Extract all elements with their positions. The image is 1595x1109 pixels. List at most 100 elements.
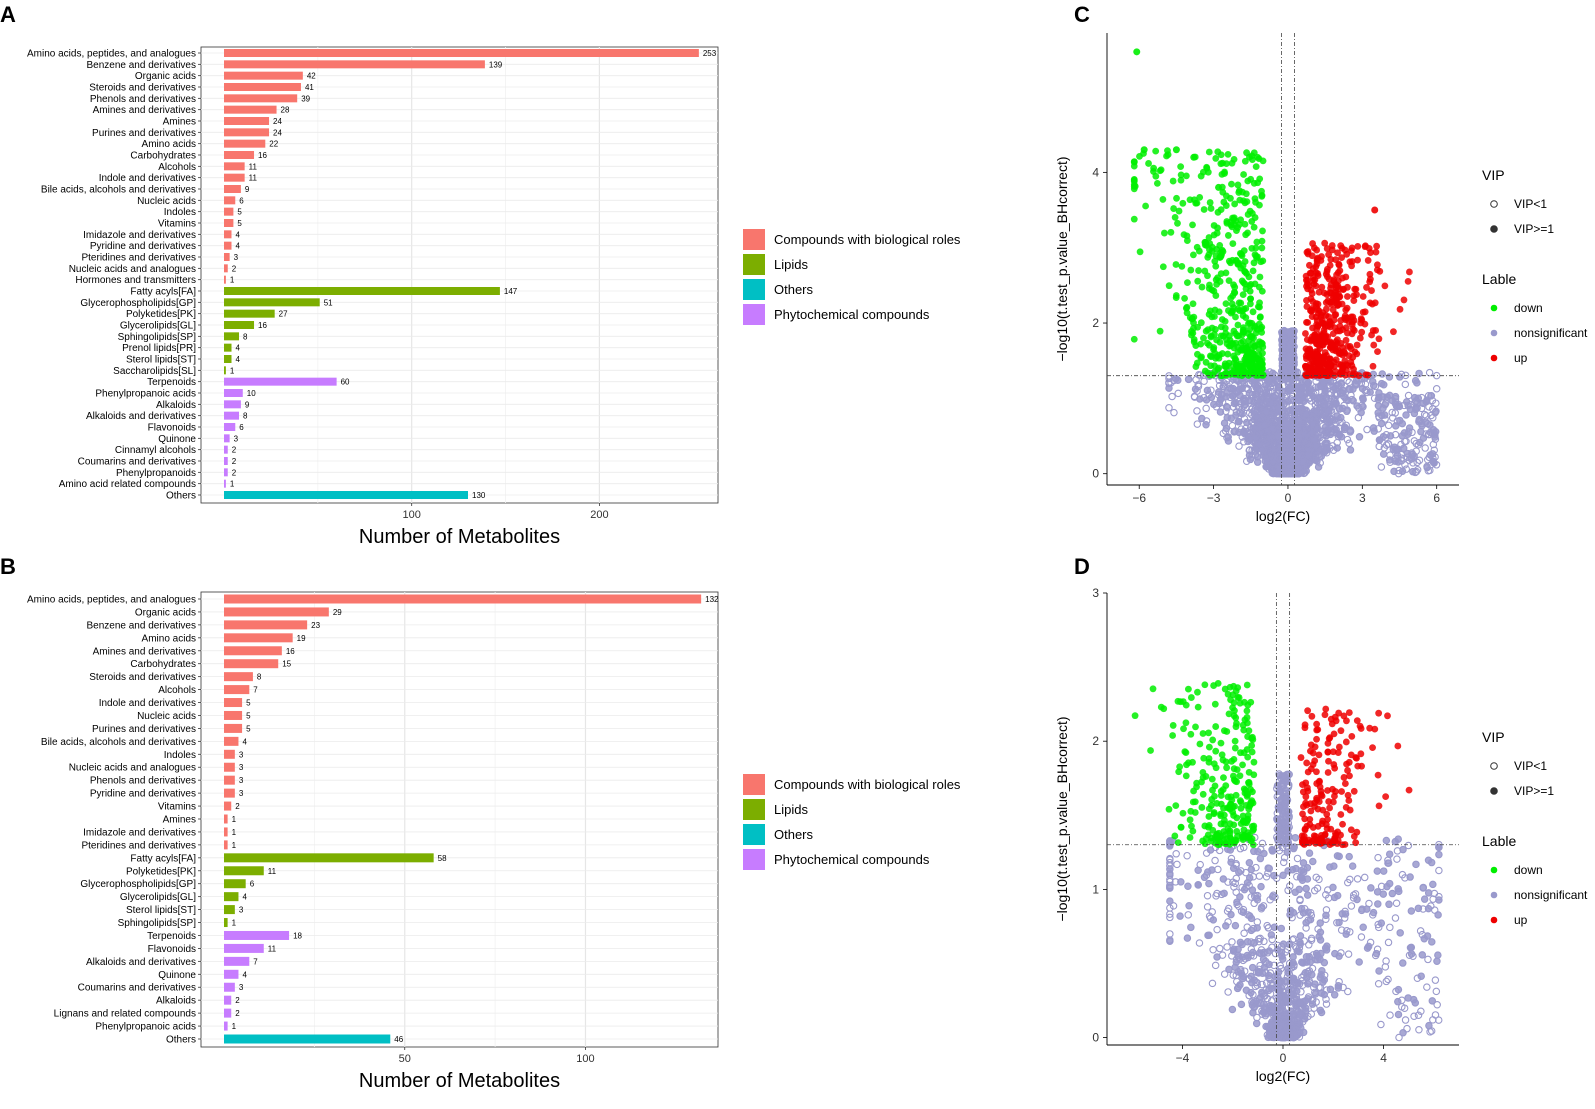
point-up bbox=[1352, 370, 1359, 378]
point-up bbox=[1342, 306, 1350, 314]
category-label: Amino acids, peptides, and analogues bbox=[27, 49, 196, 60]
point-down bbox=[1165, 282, 1173, 290]
point-nonsignificant bbox=[1319, 378, 1328, 387]
point-nonsignificant bbox=[1202, 404, 1210, 413]
point-nonsignificant bbox=[1219, 429, 1228, 438]
point-nonsignificant bbox=[1369, 381, 1378, 390]
point-nonsignificant bbox=[1429, 440, 1438, 449]
point-up bbox=[1406, 268, 1413, 276]
point-down bbox=[1250, 350, 1258, 358]
point-nonsignificant bbox=[1296, 1010, 1305, 1019]
point-nonsignificant bbox=[1377, 419, 1386, 428]
point-nonsignificant bbox=[1240, 402, 1248, 410]
point-down bbox=[1195, 267, 1202, 274]
point-down bbox=[1222, 300, 1230, 307]
category-label: Amino acids bbox=[142, 139, 196, 150]
bar-value-label: 6 bbox=[239, 196, 244, 205]
point-nonsignificant bbox=[1166, 897, 1174, 905]
point-nonsignificant bbox=[1203, 386, 1212, 395]
point-down bbox=[1169, 177, 1177, 185]
category-label: Indole and derivatives bbox=[99, 173, 196, 184]
bar bbox=[224, 620, 308, 630]
point-down bbox=[1175, 207, 1183, 215]
bar bbox=[224, 445, 228, 454]
point-nonsignificant bbox=[1311, 980, 1319, 988]
category-label: Alkaloids and derivatives bbox=[86, 411, 196, 422]
category-label: Amino acids bbox=[142, 633, 196, 644]
point-down bbox=[1242, 231, 1250, 239]
point-up bbox=[1309, 298, 1317, 305]
point-nonsignificant bbox=[1245, 874, 1254, 882]
point-nonsignificant bbox=[1243, 937, 1252, 946]
point-nonsignificant bbox=[1417, 972, 1425, 980]
bar-value-label: 3 bbox=[239, 789, 244, 798]
point-nonsignificant bbox=[1256, 854, 1265, 863]
point-up bbox=[1365, 244, 1373, 252]
point-down bbox=[1224, 150, 1232, 158]
point-nonsignificant bbox=[1237, 1000, 1246, 1009]
point-nonsignificant bbox=[1286, 342, 1294, 350]
point-down bbox=[1237, 299, 1245, 307]
point-nonsignificant bbox=[1361, 387, 1369, 395]
legend-label: Lipids bbox=[774, 802, 808, 817]
point-down bbox=[1194, 703, 1202, 711]
bar-value-label: 19 bbox=[297, 634, 306, 643]
bar bbox=[224, 83, 301, 91]
category-label: Nucleic acids bbox=[137, 711, 196, 722]
bar-value-label: 7 bbox=[253, 686, 258, 695]
point-down bbox=[1152, 147, 1160, 155]
plot-area bbox=[200, 46, 719, 504]
point-down bbox=[1236, 772, 1244, 780]
point-nonsignificant bbox=[1388, 889, 1397, 898]
point-nonsignificant bbox=[1251, 434, 1260, 442]
point-nonsignificant bbox=[1219, 383, 1227, 391]
point-nonsignificant bbox=[1388, 396, 1397, 405]
point-down bbox=[1251, 251, 1259, 259]
point-nonsignificant bbox=[1337, 388, 1345, 397]
point-nonsignificant bbox=[1255, 440, 1263, 449]
legend-label: Compounds with biological roles bbox=[774, 232, 961, 247]
point-down bbox=[1212, 155, 1220, 162]
point-up bbox=[1313, 246, 1321, 254]
point-nonsignificant bbox=[1289, 953, 1297, 961]
point-nonsignificant bbox=[1341, 423, 1349, 432]
point-nonsignificant bbox=[1227, 414, 1236, 422]
bar bbox=[224, 71, 303, 80]
bar bbox=[224, 956, 250, 966]
point-nonsignificant bbox=[1230, 945, 1238, 953]
point-nonsignificant bbox=[1274, 432, 1283, 441]
point-nonsignificant bbox=[1233, 898, 1241, 906]
point-down bbox=[1159, 263, 1167, 271]
panel-label-d: D bbox=[1074, 554, 1090, 579]
point-down bbox=[1230, 352, 1237, 360]
category-label: Saccharolipids[SL] bbox=[113, 366, 196, 377]
x-axis-title: log2(FC) bbox=[1256, 508, 1310, 524]
point-down bbox=[1258, 244, 1266, 252]
point-nonsignificant bbox=[1341, 910, 1350, 918]
point-nonsignificant bbox=[1268, 846, 1276, 854]
bar bbox=[224, 594, 702, 604]
point-nonsignificant bbox=[1296, 932, 1305, 940]
point-down bbox=[1205, 341, 1213, 349]
point-down bbox=[1224, 232, 1232, 239]
bar bbox=[224, 866, 264, 876]
point-up bbox=[1337, 361, 1345, 369]
category-label: Alcohols bbox=[158, 162, 196, 173]
point-nonsignificant bbox=[1429, 880, 1437, 889]
point-nonsignificant bbox=[1227, 910, 1235, 919]
point-up bbox=[1313, 351, 1320, 359]
point-nonsignificant bbox=[1428, 997, 1437, 1005]
point-up bbox=[1332, 288, 1340, 296]
y-tick-label: 2 bbox=[1092, 734, 1099, 748]
point-nonsignificant bbox=[1377, 919, 1386, 927]
point-nonsignificant bbox=[1265, 433, 1274, 442]
bar bbox=[224, 241, 232, 250]
point-nonsignificant bbox=[1195, 371, 1203, 379]
category-label: Phenols and derivatives bbox=[90, 776, 196, 787]
point-up bbox=[1323, 360, 1330, 368]
point-down bbox=[1228, 180, 1235, 188]
bar-value-label: 132 bbox=[705, 595, 719, 604]
point-nonsignificant bbox=[1374, 402, 1383, 410]
bar bbox=[224, 607, 329, 617]
point-up bbox=[1303, 336, 1311, 344]
